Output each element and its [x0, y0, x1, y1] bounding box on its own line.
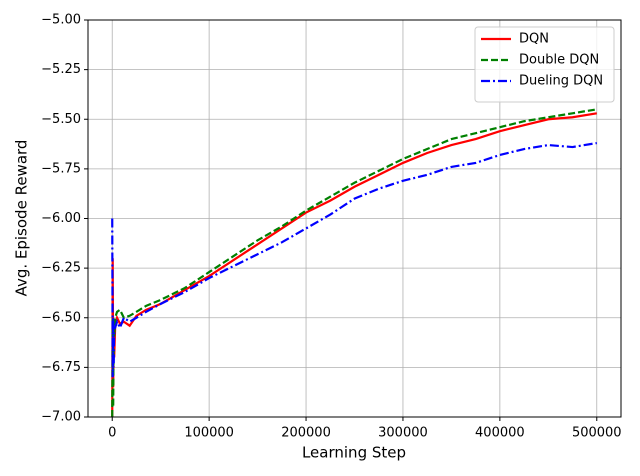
plot-frame [87, 19, 622, 418]
legend-label: DQN [519, 32, 549, 47]
x-tick-label: 200000 [281, 426, 331, 441]
y-tick-label: −5.00 [41, 13, 81, 28]
y-tick-label: −6.75 [41, 360, 81, 375]
y-tick-label: −7.00 [41, 410, 81, 425]
x-tick-label: 0 [108, 426, 116, 441]
y-tick-label: −5.75 [41, 161, 81, 176]
x-axis-label: Learning Step [302, 444, 406, 462]
legend-box [474, 26, 615, 103]
y-tick-label: −6.25 [41, 261, 81, 276]
legend-label: Double DQN [519, 53, 599, 68]
series-line [111, 108, 597, 417]
x-tick-label: 400000 [475, 426, 525, 441]
x-tick-label: 300000 [378, 426, 428, 441]
y-tick-label: −5.50 [41, 112, 81, 127]
y-tick-label: −6.00 [41, 211, 81, 226]
series-line [111, 141, 597, 378]
series-line [111, 112, 597, 417]
y-tick-label: −5.25 [41, 62, 81, 77]
x-tick-label: 500000 [572, 426, 622, 441]
y-axis-label: Avg. Episode Reward [13, 140, 31, 297]
legend-label: Dueling DQN [519, 74, 603, 89]
y-tick-label: −6.50 [41, 310, 81, 325]
x-tick-label: 100000 [184, 426, 234, 441]
